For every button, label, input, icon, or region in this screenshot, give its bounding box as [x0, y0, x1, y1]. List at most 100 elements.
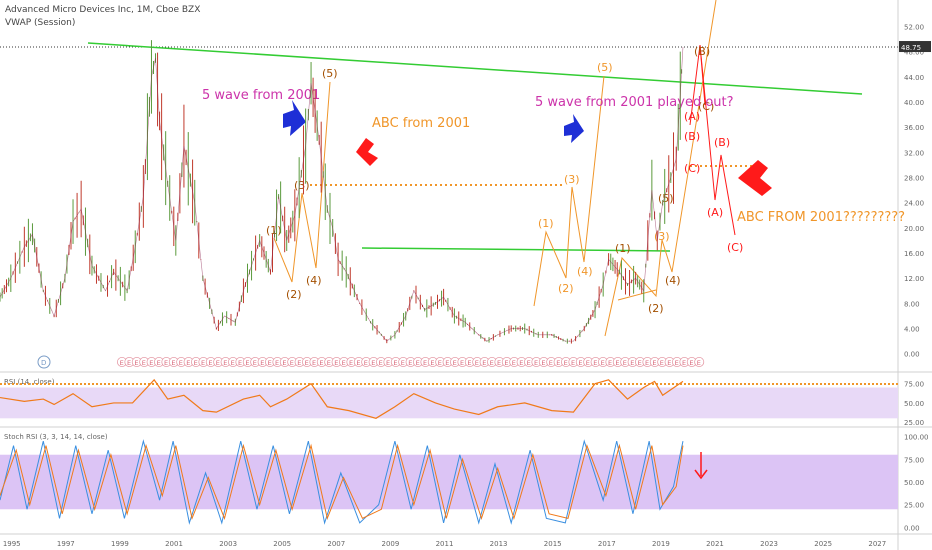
rsi-band — [0, 387, 898, 419]
earnings-marker-label: E — [408, 359, 412, 367]
earnings-marker-label: E — [201, 359, 205, 367]
price-tick: 40.00 — [904, 99, 924, 107]
year-tick: 2015 — [544, 540, 562, 548]
wave-base-line — [617, 289, 657, 301]
earnings-marker-label: E — [689, 359, 693, 367]
earnings-marker-label: E — [142, 359, 146, 367]
earnings-marker-label: E — [282, 359, 286, 367]
upper-trendline — [87, 42, 863, 95]
wave-label: (A) — [684, 110, 700, 123]
year-tick: 1999 — [111, 540, 129, 548]
year-tick: 2025 — [814, 540, 832, 548]
earnings-marker-label: E — [652, 359, 656, 367]
annotation-abc: ABC from 2001 — [372, 116, 470, 131]
year-tick: 1995 — [3, 540, 21, 548]
wave-label: (1) — [266, 224, 282, 237]
earnings-marker-label: E — [149, 359, 153, 367]
earnings-marker-label: E — [638, 359, 642, 367]
year-tick: 2023 — [760, 540, 778, 548]
earnings-marker-label: E — [682, 359, 686, 367]
blue-arrow-icon — [564, 114, 584, 143]
earnings-marker-label: E — [253, 359, 257, 367]
stoch-tick: 50.00 — [904, 479, 924, 487]
earnings-marker-label: E — [630, 359, 634, 367]
earnings-marker-label: E — [527, 359, 531, 367]
earnings-marker-label: E — [127, 359, 131, 367]
rsi-tick: 50.00 — [904, 400, 924, 408]
wave-label: (A) — [707, 206, 723, 219]
support-trendline — [361, 247, 671, 252]
year-tick: 2027 — [868, 540, 886, 548]
earnings-marker-label: E — [231, 359, 235, 367]
earnings-marker-label: E — [208, 359, 212, 367]
earnings-marker-label: E — [675, 359, 679, 367]
dividend-marker-icon[interactable] — [37, 355, 51, 369]
year-tick: 2005 — [273, 540, 291, 548]
earnings-marker-label: E — [578, 359, 582, 367]
earnings-marker-label: E — [438, 359, 442, 367]
earnings-marker-label: E — [401, 359, 405, 367]
last-price-badge — [899, 41, 931, 53]
dividend-marker-label: D — [41, 359, 46, 367]
abc-projection-path — [699, 44, 736, 236]
earnings-marker-label: E — [416, 359, 420, 367]
earnings-marker-label: E — [453, 359, 457, 367]
earnings-marker-label: E — [275, 359, 279, 367]
earnings-marker-label: E — [238, 359, 242, 367]
earnings-marker-label: E — [245, 359, 249, 367]
wave-label: (4) — [577, 265, 593, 278]
price-tick: 8.00 — [904, 300, 920, 308]
earnings-marker-label: E — [497, 359, 501, 367]
earnings-marker-label: E — [268, 359, 272, 367]
annotation-5-wave: 5 wave from 2001 — [202, 88, 320, 103]
rsi-tick: 25.00 — [904, 419, 924, 427]
year-tick: 2001 — [165, 540, 183, 548]
earnings-marker-label: E — [586, 359, 590, 367]
earnings-marker-label: E — [549, 359, 553, 367]
year-tick: 2011 — [436, 540, 454, 548]
time-axis: 1995 1997 1999 2001 2003 2005 2007 2009 … — [3, 540, 886, 548]
wave-label: (B) — [714, 136, 730, 149]
wave-label: (4) — [665, 274, 681, 287]
year-tick: 2003 — [219, 540, 237, 548]
earnings-marker-label: E — [186, 359, 190, 367]
earnings-marker-label: E — [297, 359, 301, 367]
rsi-line — [0, 378, 684, 419]
rsi-axis: 75.00 50.00 25.00 — [904, 381, 924, 427]
wave-path-projection — [533, 75, 605, 307]
price-line — [0, 47, 684, 342]
earnings-marker-label: E — [593, 359, 597, 367]
wave-label: (4) — [306, 274, 322, 287]
stoch-title: Stoch RSI (3, 3, 14, 14, close) — [4, 433, 108, 441]
earnings-marker-label: E — [327, 359, 331, 367]
price-axis: 52.00 48.00 44.00 40.00 36.00 32.00 28.0… — [904, 24, 924, 359]
price-tick: 32.00 — [904, 149, 924, 157]
earnings-marker-label: E — [564, 359, 568, 367]
earnings-marker-label: E — [342, 359, 346, 367]
year-tick: 2021 — [706, 540, 724, 548]
annotation-played-out: 5 wave from 2001 played out? — [535, 95, 734, 110]
earnings-marker-label: E — [467, 359, 471, 367]
abc-detail-path — [689, 44, 706, 126]
earnings-marker-label: E — [349, 359, 353, 367]
year-tick: 2019 — [652, 540, 670, 548]
wave-label: (2) — [648, 302, 664, 315]
earnings-marker-label: E — [608, 359, 612, 367]
earnings-marker-icon — [694, 356, 705, 367]
stoch-d-line — [0, 443, 684, 521]
stoch-axis: 100.00 75.00 50.00 25.00 0.00 — [904, 434, 929, 533]
earnings-marker-label: E — [356, 359, 360, 367]
earnings-marker-label: E — [171, 359, 175, 367]
price-tick: 24.00 — [904, 200, 924, 208]
earnings-marker-label: E — [386, 359, 390, 367]
last-price-label: 48.75 — [901, 44, 921, 52]
earnings-marker-label: E — [601, 359, 605, 367]
earnings-marker-label: E — [393, 359, 397, 367]
blue-arrow-icon — [283, 100, 306, 136]
earnings-marker-label: E — [379, 359, 383, 367]
red-arrow-icon — [738, 160, 772, 196]
wave-label: (5) — [658, 192, 674, 205]
